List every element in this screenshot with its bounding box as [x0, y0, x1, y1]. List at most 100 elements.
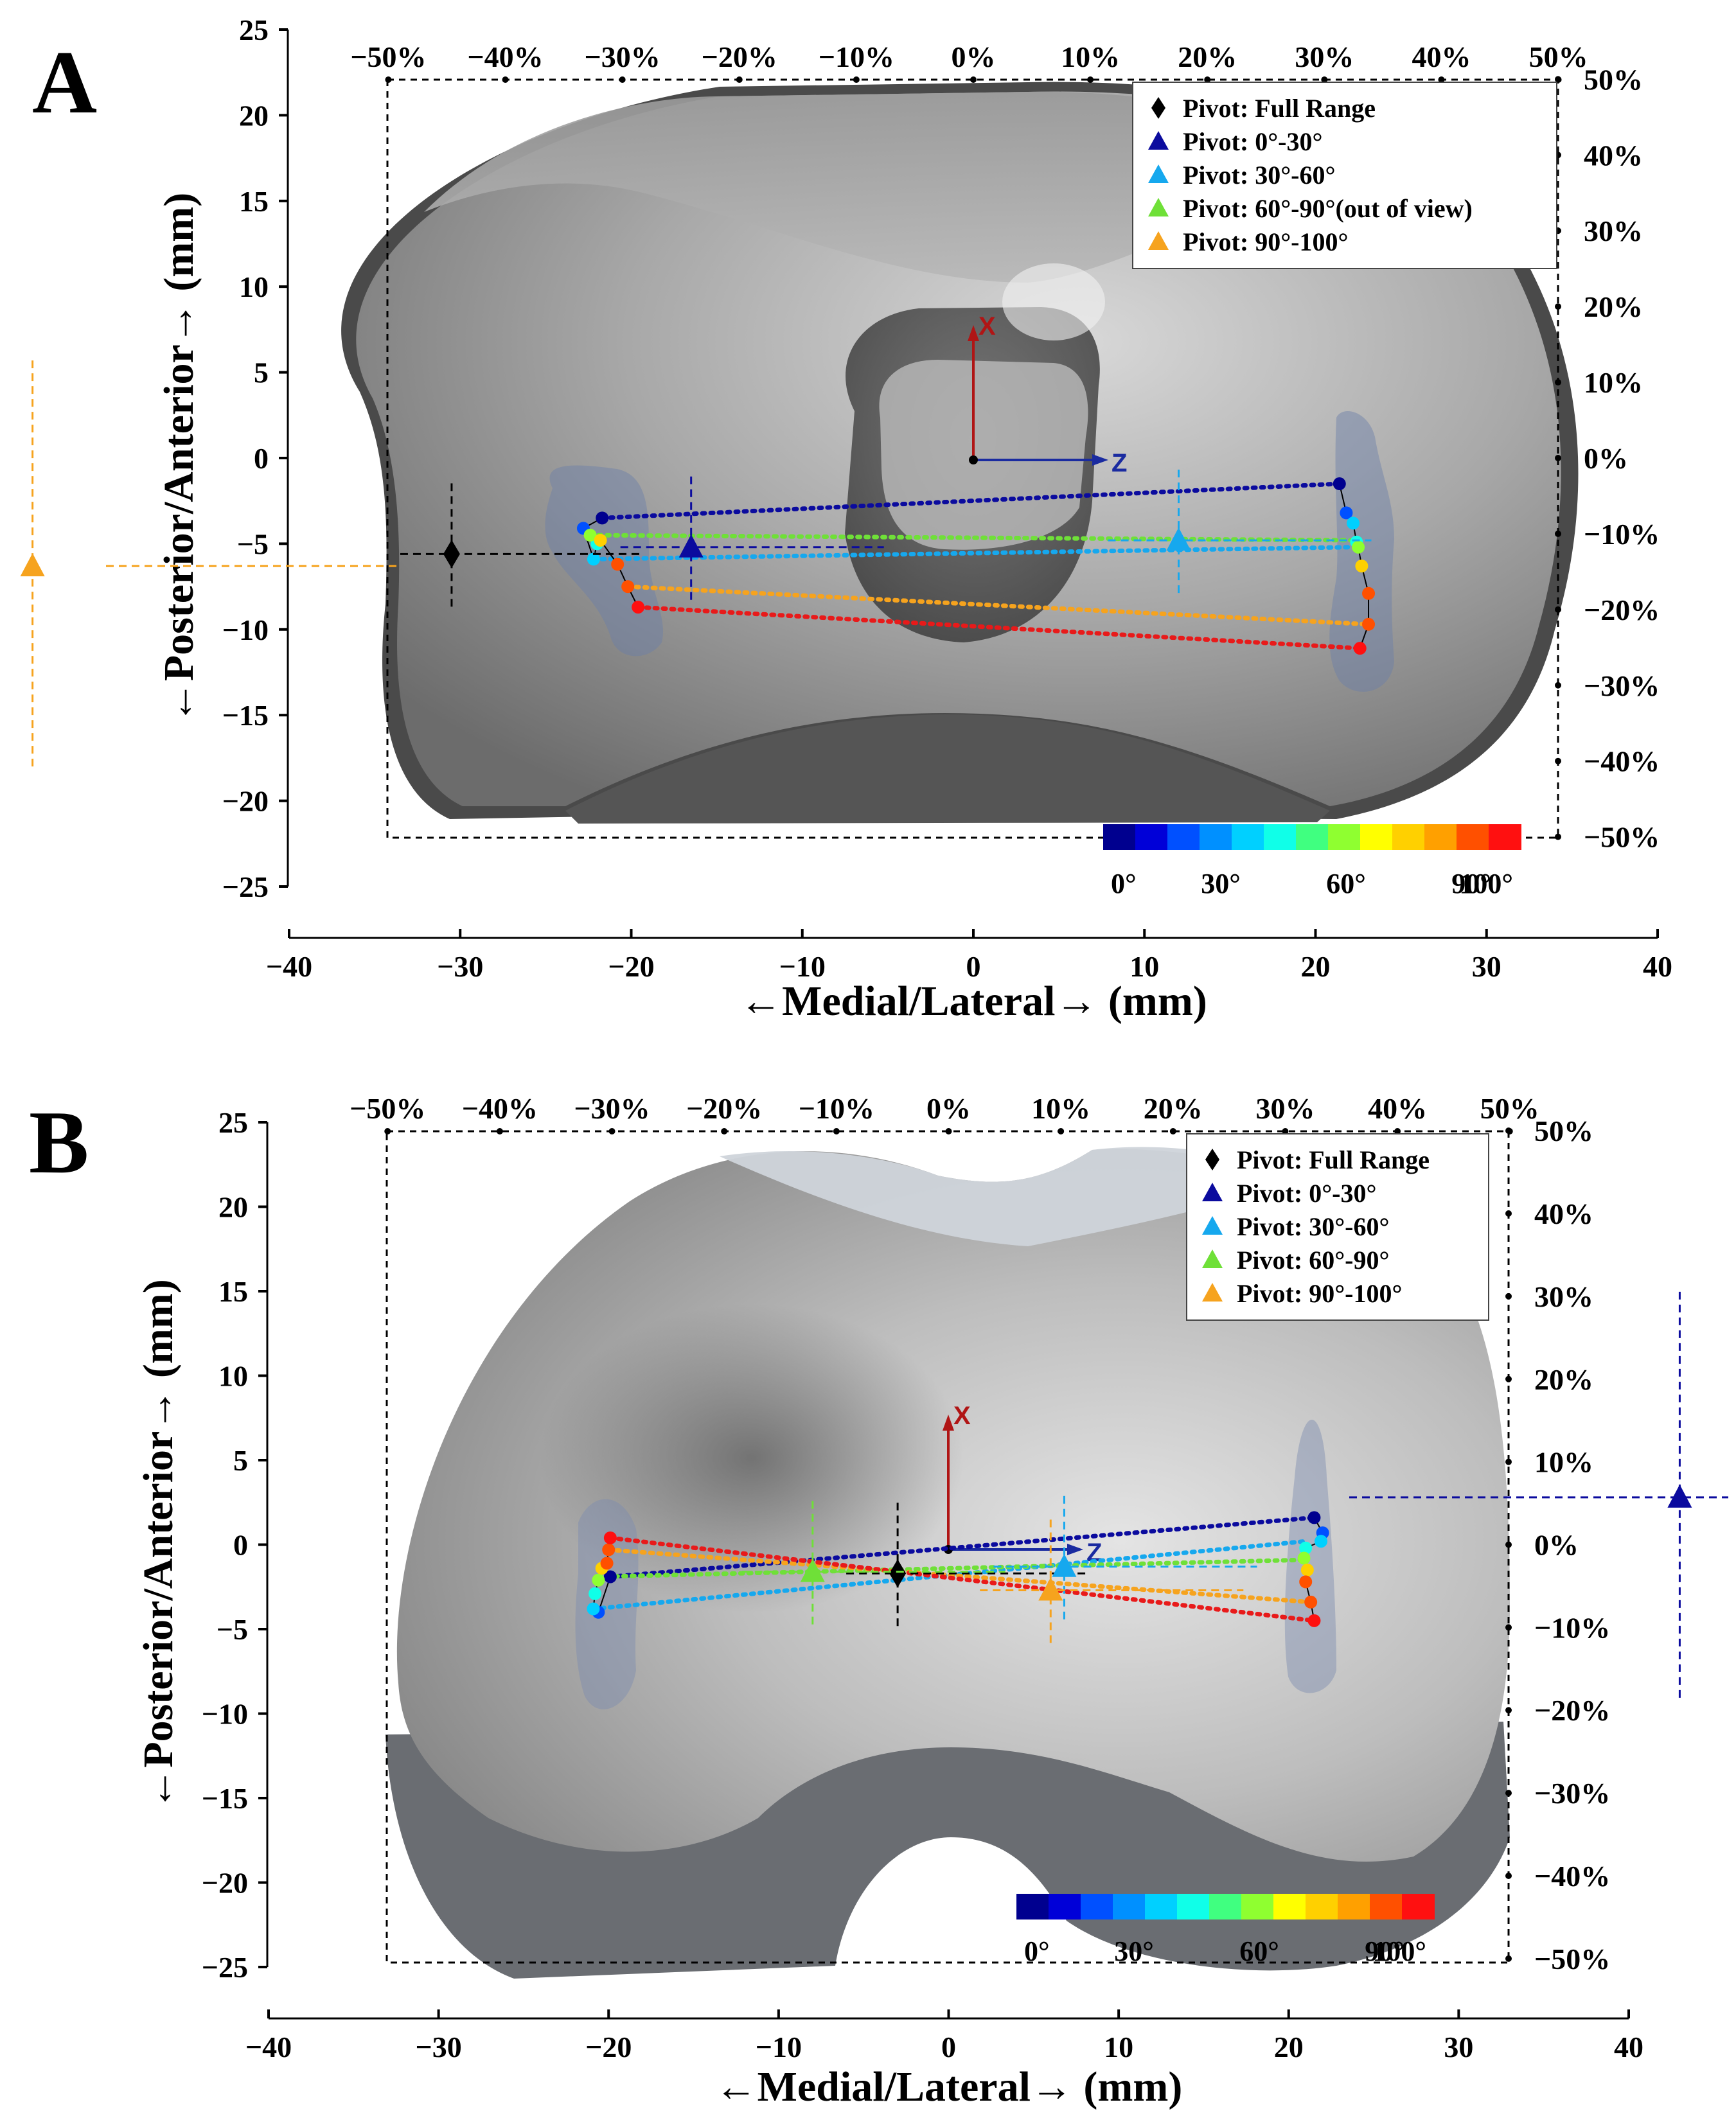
- panel-a-x-tick-label: 40: [1643, 950, 1672, 983]
- panel-b-y-tick-label: −5: [217, 1613, 248, 1646]
- panel-a-medial-contact-point: [621, 580, 635, 594]
- panel-a-colorbar-segment: [1457, 824, 1489, 850]
- panel-b-right-tick-label: −50%: [1534, 1943, 1610, 1975]
- panel-a-colorbar-label: 30°: [1201, 868, 1241, 899]
- panel-b-y-tick-label: 15: [218, 1275, 248, 1308]
- panel-b-x-tick-label: 30: [1444, 2031, 1473, 2063]
- panel-b-x-tick-label: 40: [1614, 2031, 1643, 2063]
- panel-a-lateral-contact-point: [1347, 516, 1360, 530]
- panel-a-x-tick-label: −20: [608, 950, 654, 983]
- panel-b-right-tick-label: −30%: [1534, 1777, 1610, 1810]
- panel-a-right-tick-label: 0%: [1584, 442, 1628, 475]
- panel-a-x-tick-label: −40: [266, 950, 312, 983]
- panel-a-y-tick-label: −15: [222, 699, 269, 732]
- panel-a-y-tick-label: 25: [239, 13, 269, 46]
- panel-b-top-tick-label: 10%: [1031, 1092, 1090, 1125]
- panel-a-top-tick-label: 10%: [1061, 40, 1120, 73]
- panel-a-top-tick-label: −50%: [350, 40, 426, 73]
- panel-b-lateral-contact-point: [1300, 1563, 1314, 1576]
- panel-a-top-tick: [853, 76, 860, 83]
- panel-b-legend-label: Pivot: 30°-60°: [1237, 1212, 1390, 1241]
- panel-b-top-tick-label: −40%: [462, 1092, 538, 1125]
- panel-b-top-tick: [721, 1128, 728, 1134]
- panel-a-medial-contact-point: [583, 529, 597, 542]
- panel-a-y-tick-label: −10: [222, 613, 269, 646]
- panel-b-colorbar-segment: [1081, 1894, 1113, 1919]
- panel-a-x-tick-label: 20: [1301, 950, 1331, 983]
- panel-a-colorbar-segment: [1328, 824, 1361, 850]
- panel-a-right-tick: [1555, 76, 1561, 83]
- panel-b-colorbar-label: 90°: [1365, 1936, 1404, 1967]
- panel-b-legend-marker: [1205, 1149, 1219, 1170]
- panel-b-colorbar-segment: [1338, 1894, 1370, 1919]
- panel-a-y-tick-label: 20: [239, 99, 269, 132]
- panel-a-right-tick: [1555, 682, 1561, 689]
- panel-b-x-tick-label: −10: [756, 2031, 802, 2063]
- panel-b-x-axis-title: ←Medial/Lateral→ (mm): [715, 2063, 1183, 2110]
- panel-a-x-arrow-head: [968, 325, 979, 341]
- panel-b-right-tick-label: −20%: [1534, 1694, 1610, 1727]
- panel-a-right-tick: [1555, 379, 1561, 386]
- panel-a-medial-contact-point: [596, 511, 609, 525]
- panel-a-pivot-line: [625, 584, 1371, 627]
- panel-a-legend-marker: [1151, 97, 1165, 119]
- panel-b-colorbar-label: 0°: [1024, 1936, 1050, 1967]
- panel-a-colorbar-segment: [1296, 824, 1329, 850]
- panel-b-pivot-marker-triangle: [1038, 1577, 1063, 1601]
- panel-b-y-tick-label: −10: [202, 1698, 248, 1731]
- panel-b-lateral-contact-point: [1307, 1511, 1321, 1524]
- panel-b-right-tick: [1505, 1375, 1512, 1382]
- panel-a-top-tick-label: −20%: [702, 40, 777, 73]
- panel-b-colorbar-segment: [1209, 1894, 1242, 1919]
- panel-b-y-tick-label: 5: [233, 1444, 248, 1477]
- panel-b-top-tick: [608, 1128, 616, 1134]
- panel-b-legend-marker: [1202, 1216, 1223, 1235]
- panel-a-colorbar-label: 60°: [1326, 868, 1366, 899]
- panel-a-panel-letter: A: [32, 33, 97, 132]
- panel-a-legend-label: Pivot: 90°-100°: [1183, 227, 1349, 256]
- panel-b-pivot-line: [606, 1547, 1313, 1605]
- panel-a-medial-contact-point: [587, 552, 600, 566]
- panel-a-top-tick: [736, 76, 743, 83]
- panel-a-x-tick-label: 30: [1472, 950, 1501, 983]
- panel-a-pivot-marker-triangle: [678, 534, 704, 558]
- chart-panel-b: B 25 20 15 10 5 0 −5 −10 −15 −20 −25 −40 −30 −20 −10 0 10…: [29, 1092, 1728, 2110]
- panel-b-legend-marker: [1202, 1183, 1223, 1201]
- panel-b-colorbar-segment: [1177, 1894, 1210, 1919]
- panel-b-y-tick-label: −15: [202, 1782, 248, 1815]
- panel-b-medial-contact-point: [592, 1573, 605, 1587]
- panel-b-y-axis-title: ←Posterior/Anterior→ (mm): [135, 1279, 182, 1810]
- panel-b-x-tick-label: −30: [416, 2031, 462, 2063]
- panel-b-colorbar-segment: [1049, 1894, 1081, 1919]
- panel-b-medial-contact-point: [587, 1602, 600, 1616]
- panel-a-x-arrow-letter: X: [979, 312, 996, 340]
- panel-b-top-tick-label: −30%: [574, 1092, 650, 1125]
- panel-a-colorbar-segment: [1264, 824, 1297, 850]
- panel-a-right-tick-label: −50%: [1584, 821, 1660, 854]
- panel-a-top-tick: [1204, 76, 1211, 83]
- panel-a-medial-contact-point: [632, 601, 645, 614]
- panel-b-medial-contact-point: [603, 1531, 617, 1544]
- panel-b-colorbar-segment: [1273, 1894, 1306, 1919]
- panel-a-colorbar-segment: [1167, 824, 1200, 850]
- panel-b-lateral-contact-point: [1307, 1614, 1321, 1627]
- panel-a-top-tick: [970, 76, 977, 83]
- panel-a-pivot-marker-diamond: [443, 540, 460, 569]
- panel-a-y-tick-label: −25: [222, 870, 269, 903]
- panel-a-legend-label: Pivot: 30°-60°: [1183, 161, 1336, 190]
- panel-b-top-tick-label: −20%: [686, 1092, 762, 1125]
- panel-b-right-tick-label: −40%: [1534, 1860, 1610, 1893]
- panel-b-lateral-contact-point: [1297, 1551, 1311, 1565]
- panel-b-x-tick-label: −20: [585, 2031, 632, 2063]
- panel-a-z-arrow-letter: Z: [1112, 449, 1127, 477]
- panel-b-right-tick: [1505, 1541, 1512, 1548]
- panel-b-y-tick-label: 10: [218, 1360, 248, 1393]
- panel-a-notch-highlight: [879, 360, 1088, 550]
- panel-b-right-tick-label: 0%: [1534, 1529, 1579, 1562]
- panel-b-pivot-marker-triangle: [800, 1558, 825, 1582]
- panel-a-right-tick-label: 50%: [1584, 63, 1643, 96]
- panel-a-y-tick-label: 15: [239, 185, 269, 218]
- panel-a-right-tick: [1555, 455, 1561, 461]
- panel-b-x-arrow-head: [943, 1415, 954, 1431]
- panel-a-y-axis-title: ←Posterior/Anterior→ (mm): [155, 193, 202, 724]
